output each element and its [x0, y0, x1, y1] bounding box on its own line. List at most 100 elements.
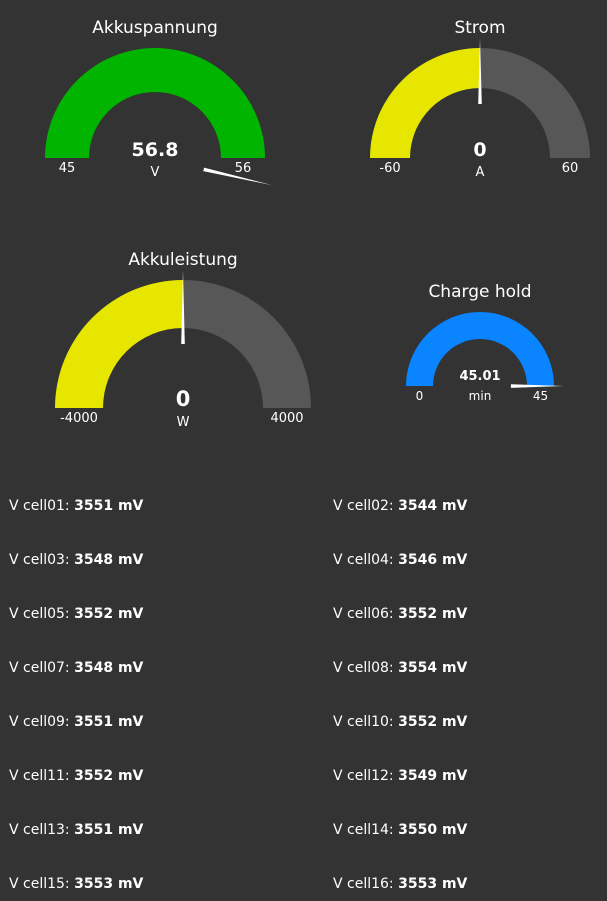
cell-unit: mV [441, 876, 468, 892]
gauge-value: 56.8 [132, 139, 179, 161]
cell-value-group: 3548 mV [74, 552, 143, 568]
cell-value-group: 3552 mV [398, 606, 467, 622]
cell-value: 3553 [398, 876, 438, 892]
cell-value: 3554 [398, 660, 438, 676]
cell-label: V cell15: [9, 876, 70, 892]
cell-label: V cell01: [9, 498, 70, 514]
cell-unit: mV [441, 822, 468, 838]
gauge-title: Akkuspannung [92, 18, 218, 38]
gauges: Akkuspannung 56.8 V 45 56 Strom 0 A -60 60 Akkulei… [45, 18, 590, 430]
cell-value-group: 3551 mV [74, 498, 143, 514]
cell-row: V cell14: 3550 mV [333, 822, 467, 838]
gauge-min: 0 [416, 389, 424, 403]
cell-label: V cell07: [9, 660, 70, 676]
gauge-fill [406, 312, 554, 386]
cell-label: V cell08: [333, 660, 394, 676]
cell-label: V cell12: [333, 768, 394, 784]
cell-label: V cell03: [9, 552, 70, 568]
gauge-min: 45 [59, 161, 76, 176]
gauge-title: Charge hold [428, 282, 531, 302]
cell-value: 3544 [398, 498, 438, 514]
cell-label: V cell11: [9, 768, 70, 784]
cell-value: 3549 [398, 768, 438, 784]
cell-value: 3550 [398, 822, 438, 838]
cell-row: V cell09: 3551 mV [9, 714, 143, 730]
cell-unit: mV [117, 498, 144, 514]
gauge-unit: V [151, 165, 160, 180]
cell-label: V cell05: [9, 606, 70, 622]
cell-label: V cell02: [333, 498, 394, 514]
cell-unit: mV [117, 606, 144, 622]
cell-unit: mV [441, 552, 468, 568]
cell-unit: mV [441, 498, 468, 514]
gauge-title: Akkuleistung [128, 250, 237, 270]
gauge-max: 45 [533, 389, 548, 403]
cell-value: 3548 [74, 660, 114, 676]
gauge-needle [510, 384, 564, 388]
gauge-value: 0 [176, 387, 191, 411]
cell-value: 3551 [74, 714, 114, 730]
cell-value-group: 3549 mV [398, 768, 467, 784]
gauge-max: 56 [235, 161, 252, 176]
cell-label: V cell14: [333, 822, 394, 838]
cell-unit: mV [117, 876, 144, 892]
cell-value-group: 3551 mV [74, 714, 143, 730]
gauge-fill [55, 280, 183, 408]
cell-unit: mV [441, 768, 468, 784]
cell-row: V cell07: 3548 mV [9, 660, 143, 676]
cell-value-group: 3553 mV [74, 876, 143, 892]
cell-row: V cell03: 3548 mV [9, 552, 143, 568]
cell-row: V cell12: 3549 mV [333, 768, 467, 784]
cell-unit: mV [117, 822, 144, 838]
cell-value: 3552 [74, 768, 114, 784]
cell-row: V cell11: 3552 mV [9, 768, 143, 784]
gauge-fill [370, 48, 480, 158]
cell-value: 3548 [74, 552, 114, 568]
cell-value: 3552 [74, 606, 114, 622]
gauge-max: 60 [562, 161, 579, 176]
gauge-value: 0 [473, 139, 486, 161]
gauge-fill [45, 48, 265, 159]
gauge-unit: W [177, 415, 190, 430]
cell-row: V cell16: 3553 mV [333, 876, 467, 892]
gauge-unit: min [469, 389, 492, 403]
cell-unit: mV [117, 552, 144, 568]
cell-value-group: 3553 mV [398, 876, 467, 892]
cell-unit: mV [117, 768, 144, 784]
gauge-min: -60 [379, 161, 400, 176]
cell-row: V cell15: 3553 mV [9, 876, 143, 892]
gauge-unit: A [476, 165, 485, 180]
cell-label: V cell04: [333, 552, 394, 568]
cell-label: V cell09: [9, 714, 70, 730]
cell-value: 3553 [74, 876, 114, 892]
cell-value-group: 3544 mV [398, 498, 467, 514]
cell-value-group: 3552 mV [398, 714, 467, 730]
gauge-max: 4000 [270, 411, 303, 426]
gauge-track [183, 280, 311, 408]
gauge-min: -4000 [60, 411, 98, 426]
cell-row: V cell01: 3551 mV [9, 498, 143, 514]
cell-unit: mV [441, 714, 468, 730]
cell-label: V cell13: [9, 822, 70, 838]
cell-unit: mV [117, 714, 144, 730]
cell-row: V cell13: 3551 mV [9, 822, 143, 838]
cell-value: 3552 [398, 606, 438, 622]
cell-value-group: 3554 mV [398, 660, 467, 676]
cell-value: 3552 [398, 714, 438, 730]
gauge-title: Strom [454, 18, 505, 38]
cell-value-group: 3546 mV [398, 552, 467, 568]
cell-row: V cell04: 3546 mV [333, 552, 467, 568]
cell-label: V cell10: [333, 714, 394, 730]
gauge-needle [181, 270, 185, 345]
cell-label: V cell06: [333, 606, 394, 622]
cell-value-group: 3552 mV [74, 606, 143, 622]
cell-unit: mV [441, 660, 468, 676]
cell-unit: mV [117, 660, 144, 676]
gauge-needle [478, 38, 482, 105]
cell-value: 3551 [74, 822, 114, 838]
cell-value-group: 3551 mV [74, 822, 143, 838]
cell-unit: mV [441, 606, 468, 622]
cell-label: V cell16: [333, 876, 394, 892]
cell-value: 3551 [74, 498, 114, 514]
